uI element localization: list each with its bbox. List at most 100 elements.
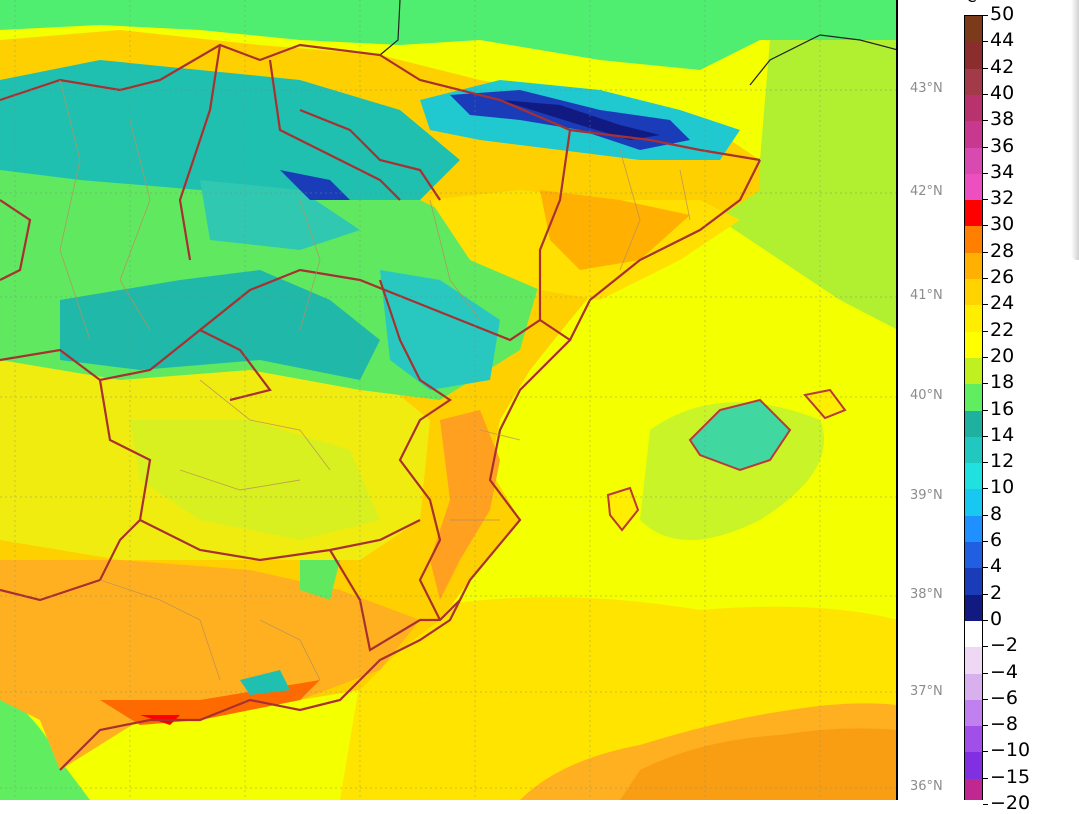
colorbar-segment — [965, 252, 982, 280]
colorbar-segment — [965, 200, 982, 228]
colorbar-tick-label: 36 — [990, 134, 1015, 157]
colorbar-segment — [965, 279, 982, 307]
colorbar-tick-label: −10 — [990, 739, 1031, 762]
colorbar-segment — [965, 594, 982, 622]
colorbar-segment — [965, 384, 982, 412]
colorbar-segment — [965, 68, 982, 96]
colorbar-segment — [965, 357, 982, 386]
colorbar-tick-label: 4 — [990, 555, 1003, 578]
colorbar-segment — [965, 94, 982, 123]
colorbar-tick-label: −6 — [990, 686, 1019, 709]
sea-north — [0, 0, 898, 70]
colorbar-tick-label: 10 — [990, 476, 1015, 499]
colorbar-segment — [965, 410, 982, 438]
colorbar-tick — [983, 278, 988, 279]
colorbar-tick-label: 12 — [990, 450, 1015, 473]
colorbar-segment — [965, 436, 982, 465]
colorbar-tick-label: 0 — [990, 607, 1003, 630]
colorbar-tick-label: 14 — [990, 423, 1015, 446]
colorbar-tick-label: 22 — [990, 318, 1015, 341]
colorbar-segment — [965, 778, 982, 800]
colorbar-tick-label: 8 — [990, 502, 1003, 525]
ibiza-island — [606, 486, 640, 532]
colorbar-tick — [983, 804, 988, 805]
mallorca-island — [688, 398, 792, 472]
colorbar-tick-label: −8 — [990, 713, 1019, 736]
colorbar-segment — [965, 647, 982, 675]
colorbar-segment — [965, 568, 982, 596]
colorbar-unit-label: ºC — [960, 0, 976, 6]
graticule — [0, 0, 898, 800]
colorbar-tick — [983, 541, 988, 542]
lat-label-42n: 42°N — [910, 184, 943, 199]
colorbar-segment — [965, 147, 982, 175]
colorbar-segment — [965, 489, 982, 517]
colorbar-tick-label: 40 — [990, 81, 1015, 104]
lat-label-36n: 36°N — [910, 779, 943, 794]
colorbar-segment — [965, 226, 982, 254]
colorbar-tick-label: 28 — [990, 239, 1015, 262]
colorbar-tick-label: 24 — [990, 292, 1015, 315]
colorbar-tick-label: 6 — [990, 529, 1003, 551]
colorbar-tick — [983, 725, 988, 727]
sea-southwest — [0, 690, 90, 800]
colorbar-tick — [983, 567, 988, 569]
colorbar-tick — [983, 409, 988, 411]
colorbar-tick — [983, 646, 988, 648]
colorbar-tick — [983, 199, 988, 201]
colorbar-segment — [965, 726, 982, 754]
colorbar-segment — [965, 305, 982, 333]
colorbar-tick-label: 16 — [990, 397, 1015, 420]
colorbar-segment — [965, 173, 982, 202]
colorbar-tick — [983, 514, 988, 516]
colorbar-tick — [983, 172, 988, 174]
colorbar-tick — [983, 488, 988, 490]
colorbar-segment — [965, 331, 982, 359]
colorbar-tick — [983, 41, 988, 43]
temperature-map[interactable] — [0, 0, 898, 800]
colorbar-tick — [983, 225, 988, 227]
lat-label-40n: 40°N — [910, 388, 943, 403]
colorbar-segment — [965, 673, 982, 701]
colorbar-tick-label: 44 — [990, 29, 1015, 52]
colorbar-tick-label: −4 — [990, 660, 1019, 683]
colorbar-tick — [983, 698, 988, 700]
colorbar-tick — [983, 619, 988, 621]
colorbar-tick — [983, 146, 988, 148]
lat-label-38n: 38°N — [910, 587, 943, 602]
colorbar-segment — [965, 699, 982, 728]
colorbar-segment — [965, 620, 982, 649]
colorbar-tick — [983, 777, 988, 779]
colorbar-labels: 50 44 42 40 38 36 34 32 30 28 26 24 22 20 18 16 14 12 10 8 6… — [990, 0, 1079, 813]
colorbar-tick — [983, 593, 988, 595]
colorbar-tick-label: 26 — [990, 266, 1015, 288]
colorbar-tick — [983, 251, 988, 253]
colorbar-tick — [983, 383, 988, 385]
colorbar-segment — [965, 121, 982, 149]
colorbar-tick — [983, 672, 988, 674]
colorbar-tick — [983, 462, 988, 464]
colorbar-tick — [983, 67, 988, 69]
colorbar-tick — [983, 435, 988, 437]
lat-label-39n: 39°N — [910, 488, 943, 503]
colorbar-tick-label: 20 — [990, 344, 1015, 367]
colorbar-tick — [983, 120, 988, 122]
colorbar-tick — [983, 304, 988, 306]
lat-label-43n: 43°N — [910, 81, 943, 96]
colorbar-tick-label: 34 — [990, 160, 1015, 183]
colorbar-tick-label: 2 — [990, 581, 1003, 604]
colorbar-tick-label: −2 — [990, 634, 1019, 657]
colorbar-tick-label: 30 — [990, 213, 1015, 236]
colorbar-tick-label: 18 — [990, 371, 1015, 394]
colorbar-segment — [965, 16, 982, 44]
lat-label-37n: 37°N — [910, 684, 943, 699]
sea-northeast — [720, 40, 898, 330]
colorbar-tick — [983, 356, 988, 358]
scroll-edge-shadow — [1071, 0, 1079, 260]
colorbar-tick — [983, 15, 988, 16]
colorbar-segment — [965, 515, 982, 543]
lat-label-41n: 41°N — [910, 288, 943, 303]
colorbar-tick-label: 32 — [990, 187, 1015, 210]
colorbar-tick-label: 38 — [990, 108, 1015, 131]
colorbar-segment — [965, 752, 982, 780]
